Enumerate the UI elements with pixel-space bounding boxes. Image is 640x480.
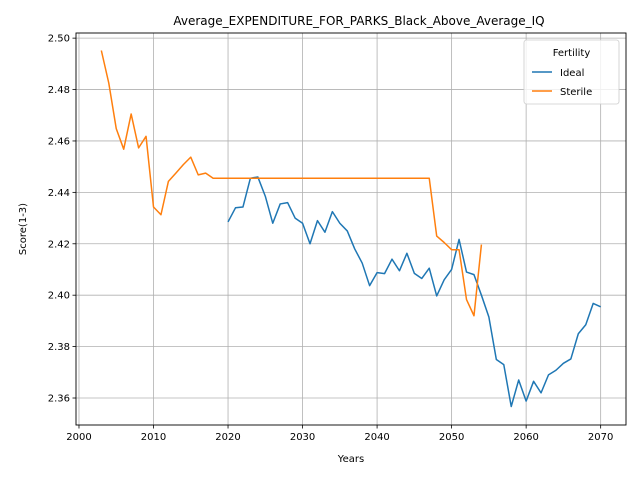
x-axis-label: Years — [337, 454, 364, 465]
x-tick-label: 2010 — [141, 432, 166, 443]
legend-label-ideal: Ideal — [560, 68, 584, 79]
y-tick-label: 2.40 — [48, 291, 70, 302]
x-axis: 2000 2010 2020 2030 2040 2050 2060 2070 — [66, 425, 613, 443]
x-tick-label: 2050 — [439, 432, 464, 443]
series-line-sterile — [100, 50, 483, 317]
y-tick-label: 2.38 — [48, 342, 70, 353]
legend-title: Fertility — [553, 48, 591, 59]
grid — [76, 33, 626, 425]
series-layer — [100, 50, 601, 408]
y-tick-label: 2.42 — [48, 239, 70, 250]
y-tick-label: 2.46 — [48, 136, 70, 147]
series-line-ideal — [227, 176, 601, 408]
y-tick-label: 2.50 — [48, 34, 70, 45]
x-tick-label: 2020 — [215, 432, 240, 443]
x-tick-label: 2030 — [290, 432, 315, 443]
y-tick-label: 2.44 — [48, 188, 70, 199]
x-tick-label: 2060 — [513, 432, 538, 443]
legend: Fertility Ideal Sterile — [523, 39, 620, 105]
legend-box — [523, 39, 620, 105]
x-tick-label: 2040 — [364, 432, 389, 443]
chart-title: Average_EXPENDITURE_FOR_PARKS_Black_Abov… — [173, 14, 544, 28]
x-tick-label: 2000 — [66, 432, 91, 443]
x-tick-label: 2070 — [588, 432, 613, 443]
y-tick-label: 2.36 — [48, 394, 70, 405]
legend-label-sterile: Sterile — [560, 87, 592, 98]
y-axis: 2.36 2.38 2.40 2.42 2.44 2.46 2.48 2.50 — [48, 34, 76, 405]
plot-frame — [75, 32, 627, 426]
y-tick-label: 2.48 — [48, 85, 70, 96]
y-axis-label: Score(1-3) — [18, 203, 29, 255]
